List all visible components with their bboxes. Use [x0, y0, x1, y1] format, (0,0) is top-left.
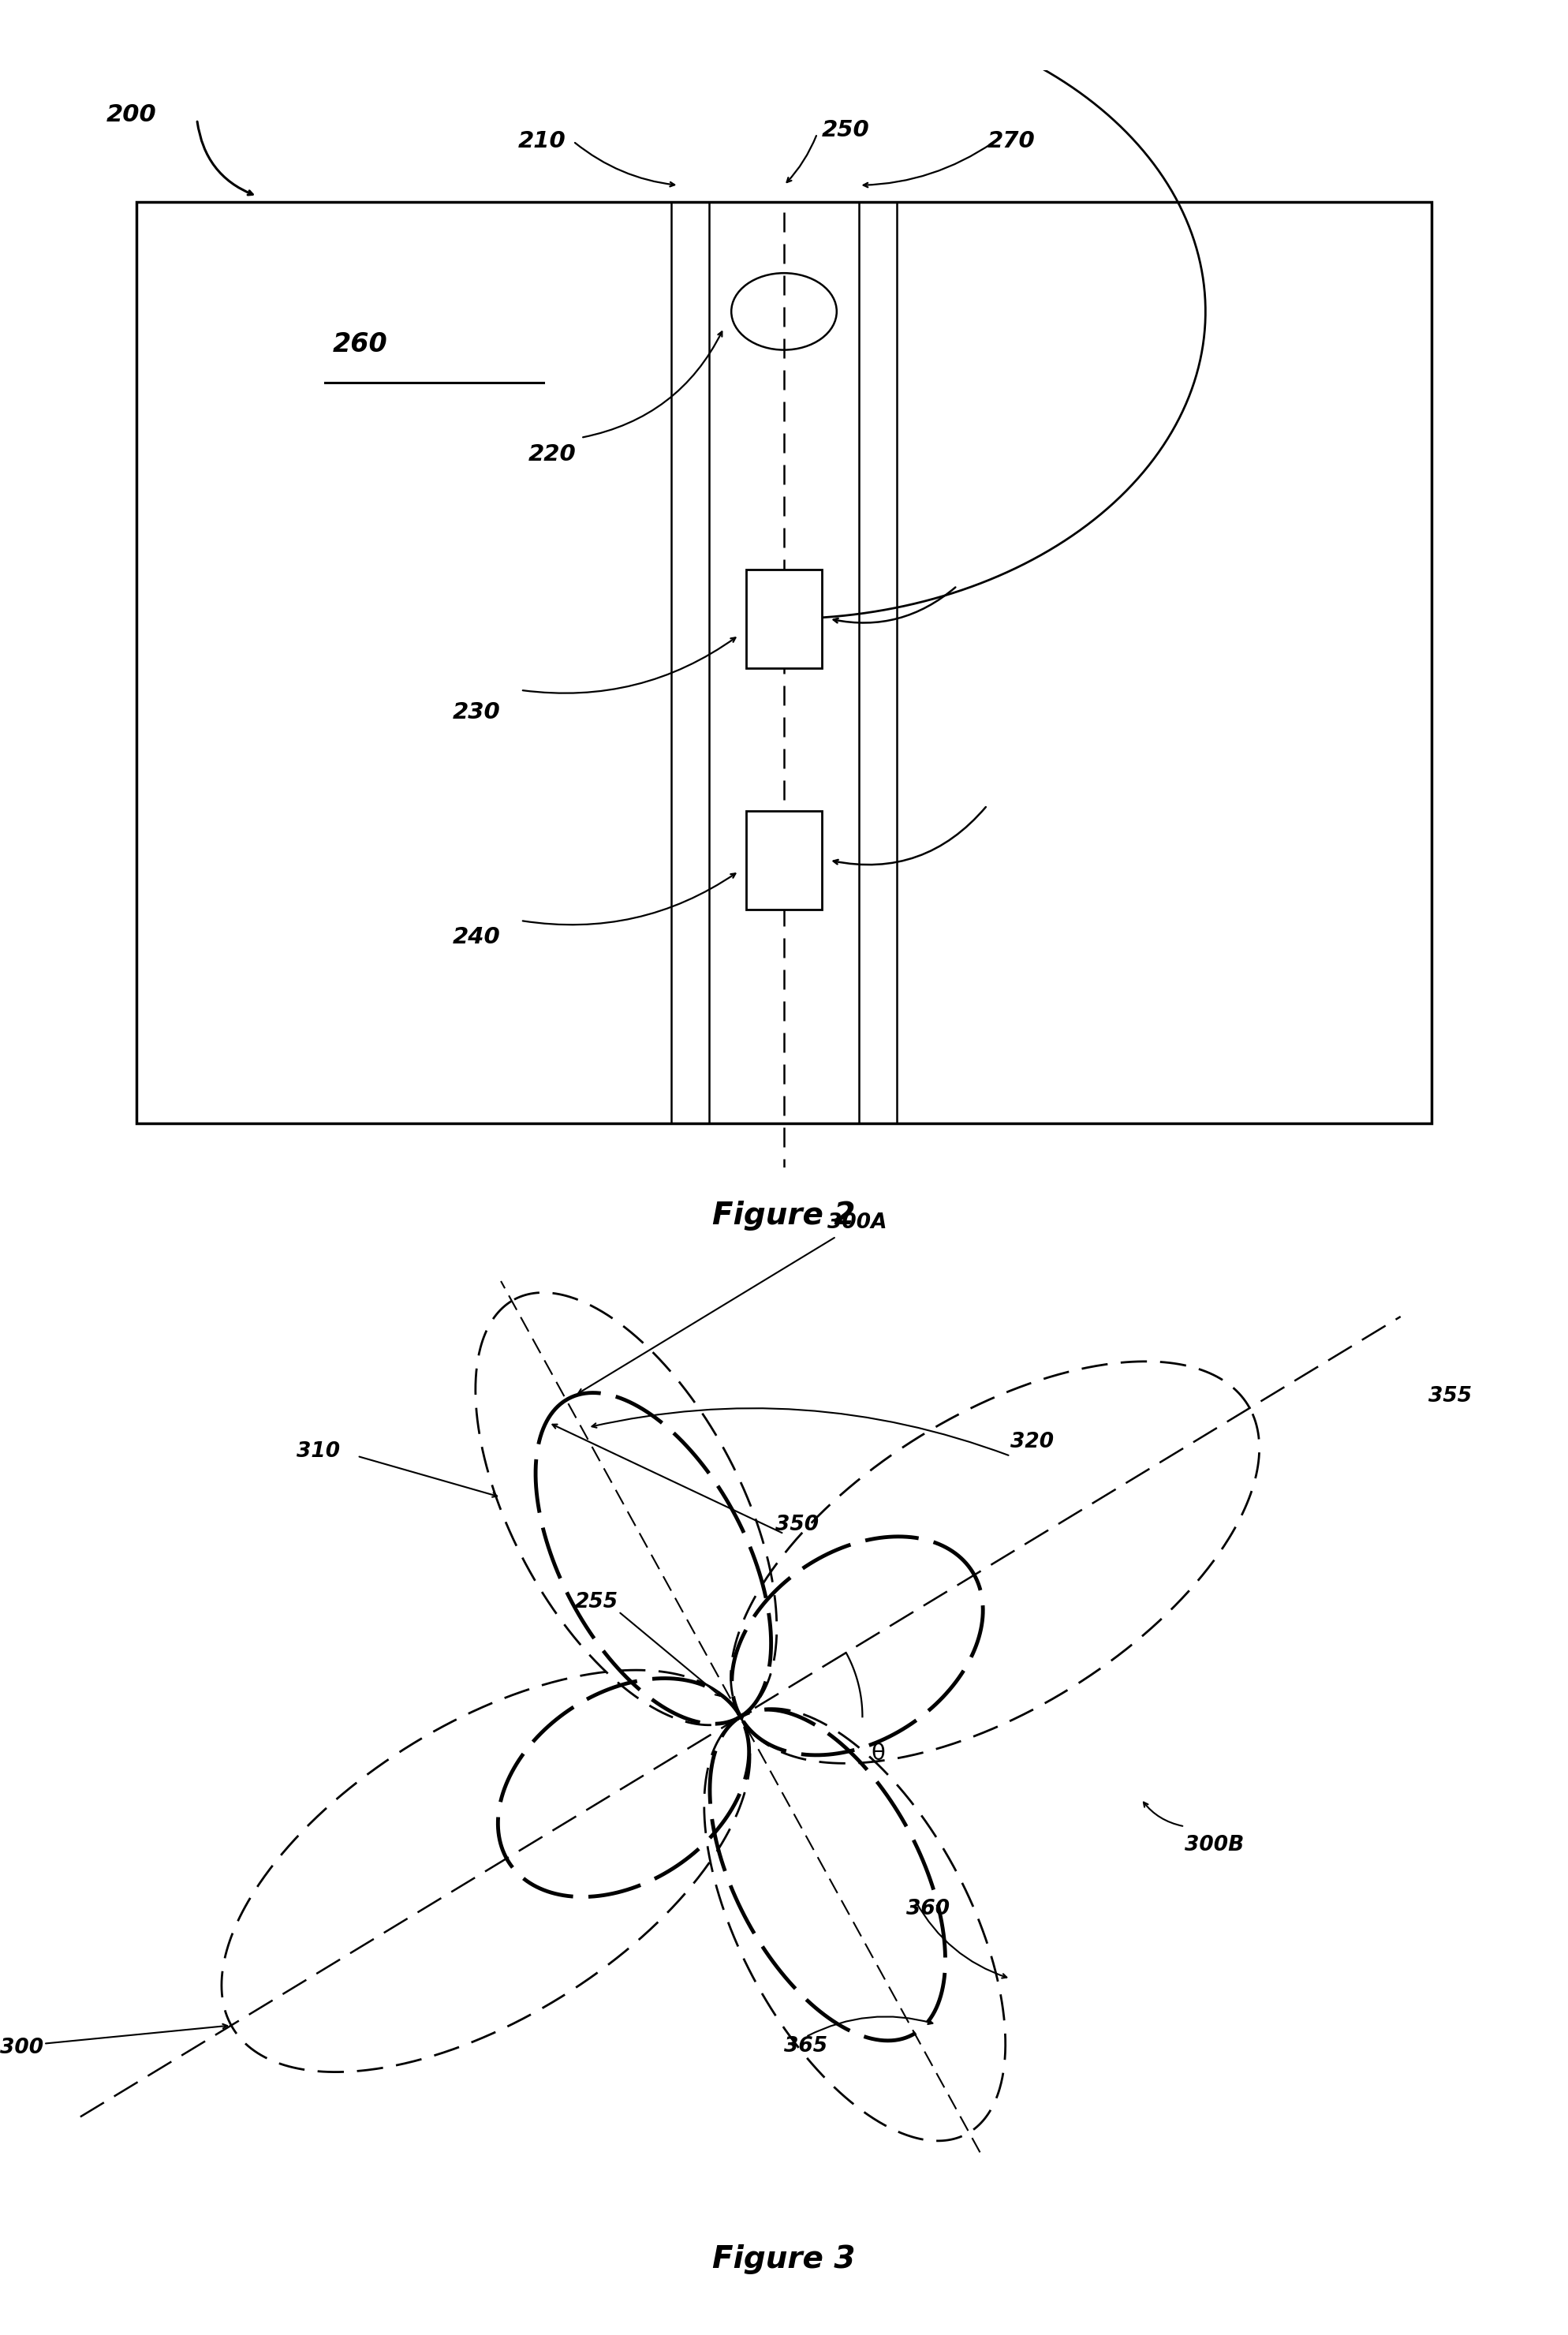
Text: 230: 230: [453, 700, 500, 724]
Bar: [136, 201, 1432, 1123]
Text: 200: 200: [107, 103, 157, 126]
Text: 320: 320: [1010, 1431, 1054, 1452]
Text: 260: 260: [332, 332, 387, 357]
Text: Figure 3: Figure 3: [712, 2244, 856, 2274]
Text: 310: 310: [296, 1441, 340, 1462]
Text: 270: 270: [988, 131, 1035, 152]
Text: 300: 300: [0, 2038, 44, 2059]
Text: θ: θ: [872, 1742, 886, 1765]
Text: 255: 255: [575, 1592, 618, 1613]
Text: 350: 350: [775, 1515, 818, 1534]
Bar: [746, 810, 822, 911]
Text: 220: 220: [528, 444, 575, 465]
Text: 250: 250: [822, 119, 870, 142]
Text: 365: 365: [784, 2036, 828, 2057]
Text: 360: 360: [906, 1898, 950, 1919]
Text: 300B: 300B: [1185, 1835, 1243, 1854]
Text: Figure 2: Figure 2: [712, 1200, 856, 1231]
Text: 240: 240: [453, 927, 500, 948]
Text: 300A: 300A: [828, 1212, 887, 1233]
Text: 210: 210: [517, 131, 566, 152]
Text: 355: 355: [1428, 1387, 1472, 1408]
Bar: [746, 570, 822, 668]
